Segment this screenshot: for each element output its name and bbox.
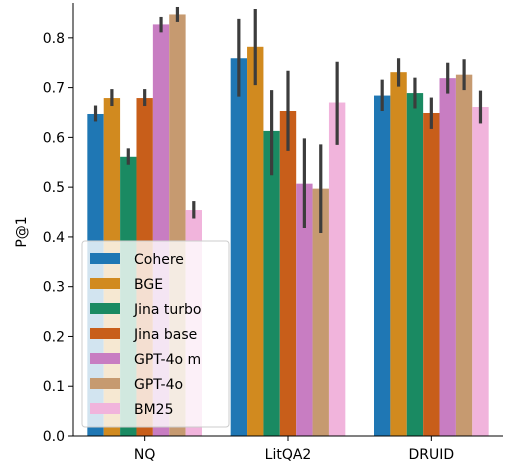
y-tick-label: 0.8	[43, 31, 65, 47]
legend-swatch-bm25	[90, 403, 120, 414]
bar-gpt-4o-litqa2	[312, 188, 329, 436]
x-tick-label-litqa2: LitQA2	[265, 447, 312, 463]
y-tick-label: 0.6	[43, 130, 65, 146]
legend-swatch-bge	[90, 278, 120, 289]
bar-jina-turbo-litqa2	[263, 130, 280, 436]
legend-swatch-gpt-4o-m	[90, 353, 120, 364]
bar-cohere-litqa2	[230, 58, 248, 437]
y-tick-label: 0.3	[43, 280, 65, 296]
axes-group: 0.0 0.1 0.2 0.3 0.4 0.5 0.6 0.7 0.8 NQ LitQA2 DRUID	[43, 3, 503, 463]
error-bars-group	[93, 6, 483, 233]
y-axis-label: P@1	[14, 216, 30, 247]
legend-swatch-gpt-4o	[90, 378, 120, 389]
bar-gpt-4o-m-litqa2	[296, 183, 313, 436]
legend-label-cohere: Cohere	[134, 252, 184, 268]
legend-swatch-jina-turbo	[90, 303, 120, 314]
x-tick-label-druid: DRUID	[408, 447, 454, 463]
legend-label-jina-base: Jina base	[133, 327, 197, 343]
legend-label-gpt-4o-m: GPT-4o m	[134, 352, 201, 368]
bar-cohere-druid	[374, 95, 391, 436]
y-tick-label: 0.0	[43, 429, 65, 445]
bar-jina-turbo-druid	[406, 93, 424, 436]
legend: Cohere BGE Jina turbo Jina base GPT-4o m GPT-…	[81, 240, 230, 428]
legend-label-bge: BGE	[134, 277, 163, 293]
y-tick-label: 0.1	[43, 379, 65, 395]
bar-bge-litqa2	[247, 46, 264, 437]
y-tick-label: 0.2	[43, 329, 65, 345]
bar-gpt-4o-m-druid	[439, 78, 456, 437]
y-tick-label: 0.4	[43, 230, 65, 246]
x-tick-label-nq: NQ	[134, 447, 156, 463]
bar-bm25-litqa2	[328, 102, 346, 436]
legend-swatch-jina-base	[90, 328, 120, 339]
legend-label-gpt-4o: GPT-4o	[134, 377, 183, 393]
bar-gpt-4o-druid	[455, 74, 473, 437]
bar-jina-base-litqa2	[279, 111, 297, 436]
legend-label-jina-turbo: Jina turbo	[133, 302, 202, 318]
bar-bm25-druid	[472, 107, 489, 437]
y-tick-label: 0.7	[43, 81, 65, 97]
legend-swatch-cohere	[90, 253, 120, 264]
legend-label-bm25: BM25	[134, 402, 174, 418]
bar-bge-druid	[390, 72, 407, 437]
bar-jina-base-druid	[423, 112, 440, 437]
y-tick-label: 0.5	[43, 180, 65, 196]
